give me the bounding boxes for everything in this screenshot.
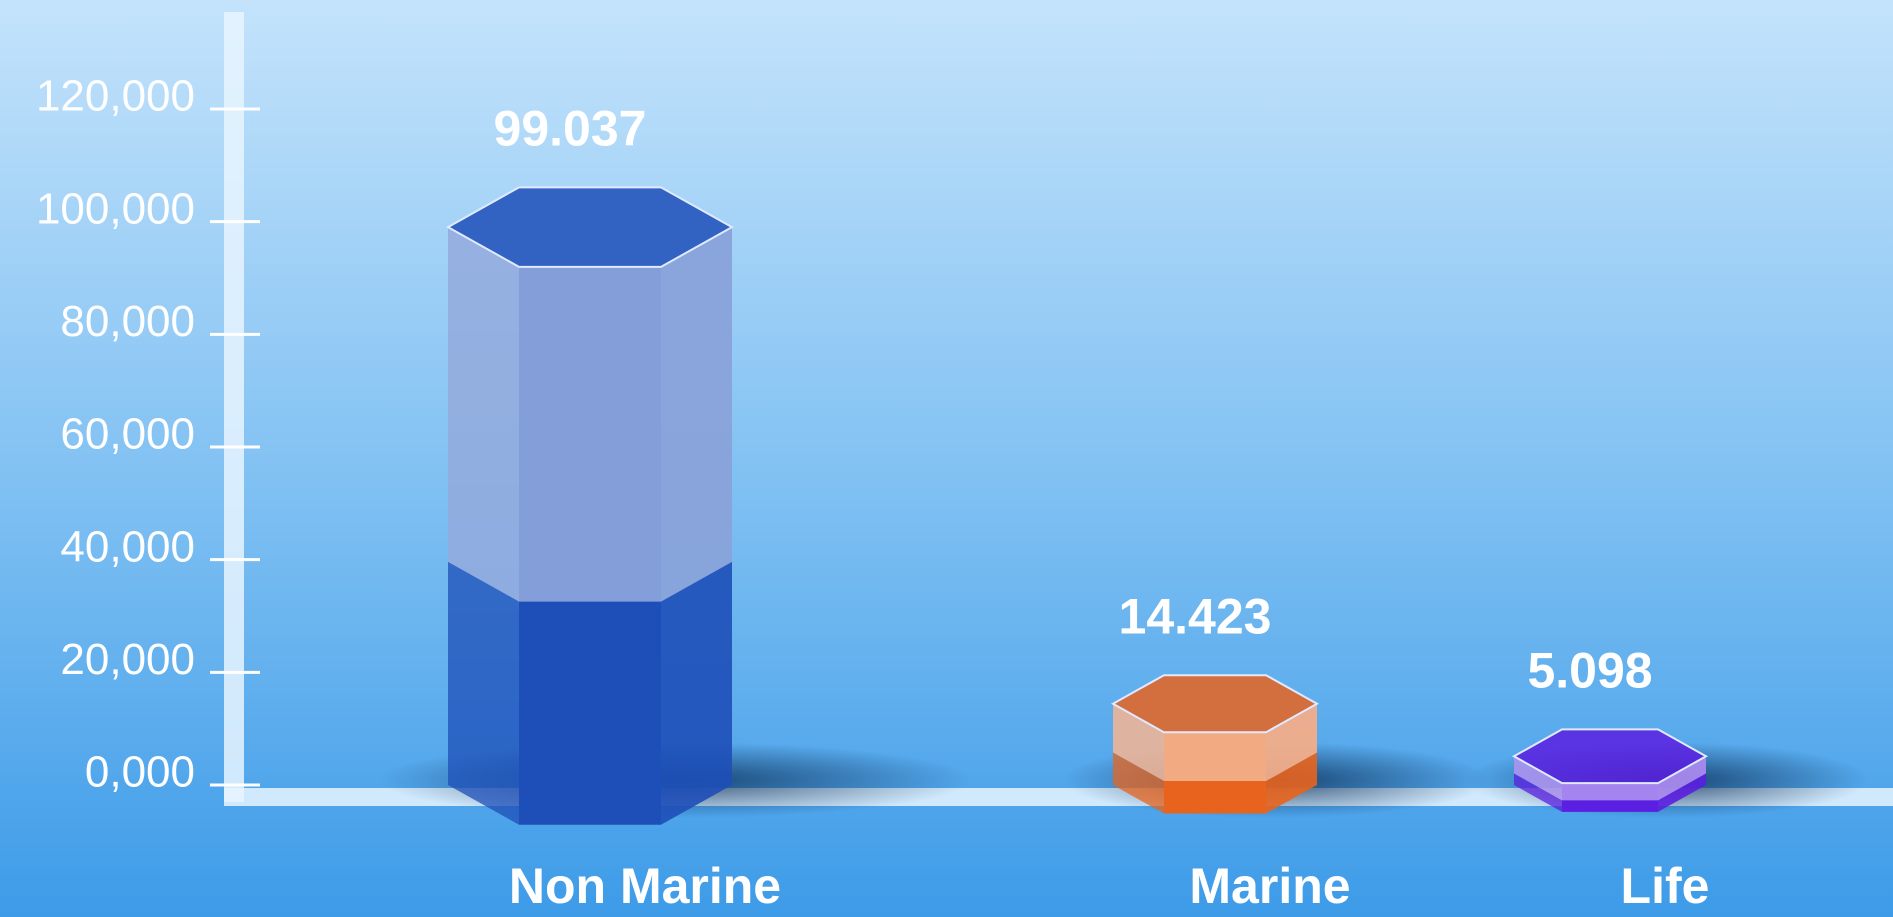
- y-tick-label: 60,000: [60, 410, 195, 459]
- bar-front-face: [1164, 732, 1266, 814]
- bar-right-face: [661, 227, 732, 825]
- y-axis-line: [224, 12, 244, 802]
- y-tick-label: 120,000: [36, 72, 195, 121]
- bar-front-face: [1562, 783, 1658, 812]
- bar-left-face: [1113, 703, 1164, 814]
- bar-left-face: [1514, 756, 1562, 812]
- bar-left-face: [448, 227, 519, 825]
- value-label: 5.098: [1527, 643, 1652, 699]
- y-tick-label: 20,000: [60, 635, 195, 684]
- y-tick-label: 100,000: [36, 184, 195, 233]
- bar: [1511, 728, 1709, 812]
- bar-top-face: [1110, 674, 1320, 734]
- bar-right-face: [1658, 756, 1706, 812]
- bar-gloss: [448, 227, 732, 602]
- x-tick-label: Marine: [1189, 858, 1350, 914]
- bar-gloss: [1514, 756, 1706, 801]
- bar: [1110, 674, 1320, 814]
- bar-right-face: [1266, 703, 1317, 814]
- x-tick-label: Life: [1621, 858, 1710, 914]
- bar-top-face: [1511, 728, 1709, 785]
- bar-front-face: [519, 266, 661, 825]
- value-label: 14.423: [1119, 588, 1272, 644]
- bar-gloss: [1113, 703, 1317, 782]
- value-label: 99.037: [494, 101, 647, 157]
- y-tick-label: 0,000: [85, 748, 195, 797]
- y-tick-label: 40,000: [60, 522, 195, 571]
- bar-top-face: [445, 186, 735, 268]
- y-tick-label: 80,000: [60, 297, 195, 346]
- bar: [445, 186, 735, 825]
- x-tick-label: Non Marine: [509, 858, 781, 914]
